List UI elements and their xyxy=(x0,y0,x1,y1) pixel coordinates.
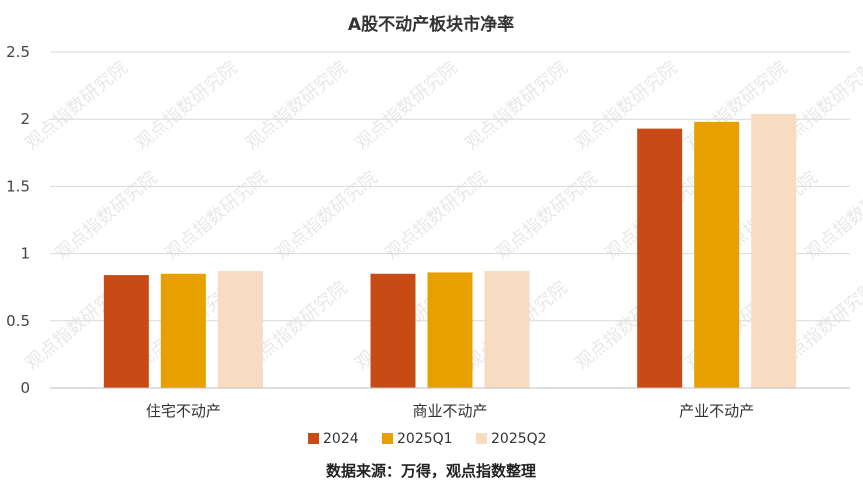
watermark: 观点指数研究院 xyxy=(461,57,571,154)
watermark: 观点指数研究院 xyxy=(491,167,601,264)
y-axis: 0 0.5 1 1.5 2 2.5 xyxy=(6,43,30,397)
chart-title: A股不动产板块市净率 xyxy=(348,14,514,35)
bar xyxy=(160,273,206,388)
watermark: 观点指数研究院 xyxy=(21,57,131,154)
watermark: 观点指数研究院 xyxy=(351,57,461,154)
bar xyxy=(103,275,149,388)
y-tick-label: 0.5 xyxy=(6,312,30,330)
bar xyxy=(217,271,263,388)
legend-swatch xyxy=(382,433,393,444)
watermark: 观点指数研究院 xyxy=(241,57,351,154)
bar xyxy=(427,272,473,388)
x-tick-label: 产业不动产 xyxy=(679,402,754,420)
bar xyxy=(637,128,683,388)
bar xyxy=(694,121,740,388)
legend-label: 2025Q1 xyxy=(397,431,453,447)
watermark: 观点指数研究院 xyxy=(381,167,491,264)
watermark: 观点指数研究院 xyxy=(51,167,161,264)
x-tick-label: 住宅不动产 xyxy=(146,402,221,420)
x-tick-label: 商业不动产 xyxy=(412,402,487,420)
legend-label: 2025Q2 xyxy=(491,431,547,447)
y-tick-label: 1 xyxy=(20,245,30,263)
source-note: 数据来源：万得，观点指数整理 xyxy=(326,462,536,480)
y-tick-label: 0 xyxy=(20,379,30,397)
bar xyxy=(484,271,530,388)
watermark: 观点指数研究院 xyxy=(131,57,241,154)
bar xyxy=(370,273,416,388)
watermark: 观点指数研究院 xyxy=(271,167,381,264)
y-tick-label: 1.5 xyxy=(6,177,30,195)
x-axis: 住宅不动产 商业不动产 产业不动产 xyxy=(146,402,754,420)
legend-label: 2024 xyxy=(323,431,359,447)
legend: 2024 2025Q1 2025Q2 xyxy=(308,431,547,447)
watermark: 观点指数研究院 xyxy=(161,167,271,264)
bar xyxy=(751,113,797,388)
legend-swatch xyxy=(308,433,319,444)
y-tick-label: 2.5 xyxy=(6,43,30,61)
y-tick-label: 2 xyxy=(20,110,30,128)
legend-swatch xyxy=(476,433,487,444)
bars xyxy=(103,113,797,388)
